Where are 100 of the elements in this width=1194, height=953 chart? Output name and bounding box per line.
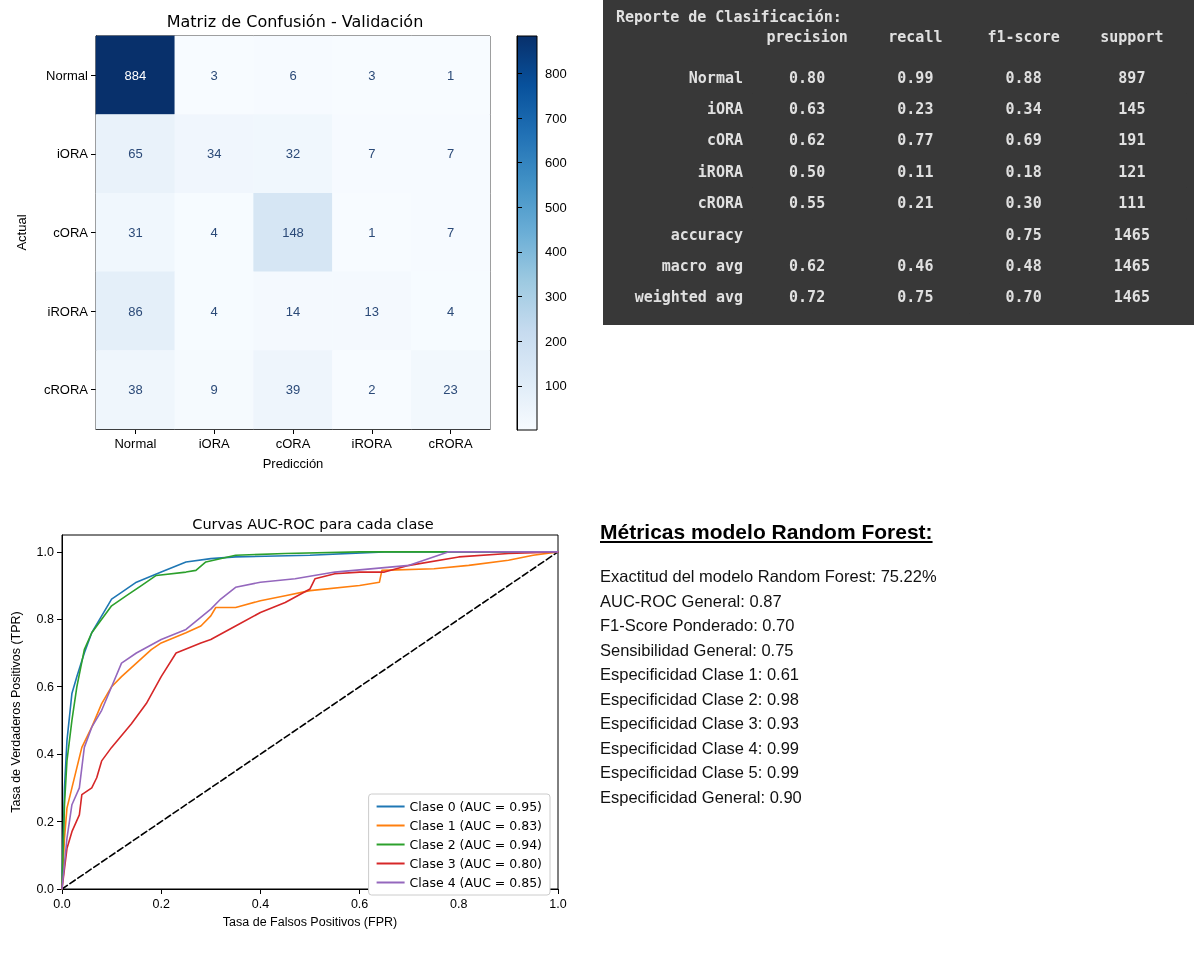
data-label: 3 [368,67,376,83]
data-label: 7 [446,225,455,240]
text: Especificidad General: 0.90 [600,786,803,808]
data-label: 1 [446,67,455,83]
text: Especificidad Clase 1: 0.61 [600,664,801,685]
data-label: 13 [364,303,380,319]
data-label: 0.72 [789,288,826,307]
data-label: 2 [368,382,376,398]
data-label: 0.48 [1005,256,1042,275]
y-tick-label: iRORA [47,303,89,319]
y-tick-label: cORA [706,131,743,150]
x-axis-title: Predicción [262,456,324,471]
data-label: 0.63 [789,100,826,119]
x-tick-label: cRORA [428,436,473,451]
text: Sensibilidad General: 0.75 [600,639,795,661]
y-tick-label: macro avg [661,256,743,275]
data-label: 4 [210,225,218,240]
data-label: 34 [206,146,222,162]
data-label: 148 [282,225,304,240]
y-tick-label: Normal [688,68,743,87]
data-label: 0.55 [789,194,826,213]
data-label: 0.23 [897,100,934,119]
data-label: 23 [443,382,458,398]
x-tick-label: iRORA [351,436,393,451]
data-label: 0.99 [897,68,934,87]
x-axis-title: Tasa de Falsos Positivos (FPR) [222,914,398,929]
data-label: 14 [285,303,301,319]
chart-title: Matriz de Confusión - Validación [166,11,424,31]
data-label: 0.80 [789,68,826,87]
data-label: 0.75 [1005,225,1042,244]
text: Métricas modelo Random Forest: [600,520,934,544]
data-label: 0.50 [789,162,826,181]
x-tick-label: 0.6 [350,896,369,911]
y-tick-label: 0.2 [36,814,55,829]
x-tick-label: 0.2 [152,896,170,911]
data-label: 0.88 [1005,68,1042,87]
data-label: 0.69 [1005,131,1042,150]
data-label: 65 [128,146,143,162]
y-tick-label: iORA [706,100,743,119]
legend-label: Clase 4 (AUC = 0.85) [409,875,543,890]
data-label: 9 [210,382,218,398]
legend-label: Clase 3 (AUC = 0.80) [409,856,543,871]
color-bar-label: 600 [545,155,567,171]
y-tick-label: cRORA [43,382,89,398]
y-tick-label: iRORA [697,162,743,181]
data-label: 4 [210,303,218,319]
data-label: 32 [285,146,301,162]
data-label: 0.75 [897,288,934,307]
y-tick-label: 0.0 [36,882,55,896]
y-tick-label: weighted avg [634,288,743,307]
data-label: 0.77 [897,131,934,150]
data-label: 0.30 [1005,194,1042,213]
color-bar-label: 500 [545,199,567,215]
data-label: 145 [1118,100,1146,119]
data-label: 4 [446,303,455,319]
y-tick-label: 0.8 [36,612,55,627]
y-tick-label: 0.4 [36,747,55,762]
chart-title: Reporte de Clasificación: [616,7,842,26]
y-axis-title: Actual [14,214,29,251]
data-label: 0.62 [789,256,826,275]
data-label: 38 [128,382,143,398]
data-label: 897 [1118,68,1146,87]
x-tick-label: 1.0 [549,896,567,911]
text: Exactitud del modelo Random Forest: 75.22% [600,566,938,587]
y-tick-label: iORA [56,146,89,162]
data-label: 0.18 [1005,162,1042,181]
x-tick-label: cORA [275,436,311,451]
x-tick-label: support [1100,27,1164,46]
text: Especificidad Clase 4: 0.99 [600,737,801,759]
y-tick-label: 1.0 [36,544,55,559]
chart-title: Curvas AUC-ROC para cada clase [192,515,434,532]
legend-label: Clase 2 (AUC = 0.94) [409,837,543,852]
x-tick-label: precision [766,27,848,46]
x-tick-label: 0.8 [450,896,468,911]
data-label: 1465 [1113,256,1150,275]
color-bar-label: 800 [545,65,567,81]
data-label: 39 [285,382,301,398]
color-bar-label: 400 [545,244,567,260]
y-tick-label: accuracy [670,225,743,244]
data-label: 7 [446,146,455,162]
data-label: 884 [124,67,147,83]
text: F1-Score Ponderado: 0.70 [600,615,796,636]
x-tick-label: f1-score [987,27,1060,46]
data-label: 86 [128,303,143,319]
data-label: 121 [1118,162,1146,181]
x-tick-label: iORA [198,436,231,451]
data-label: 1 [368,225,376,240]
text: Especificidad Clase 5: 0.99 [600,762,801,783]
text: Especificidad Clase 3: 0.93 [600,713,801,734]
x-tick-label: 0.4 [251,896,270,911]
y-tick-label: cRORA [697,194,743,213]
color-bar-label: 700 [545,110,567,126]
x-tick-label: Normal [114,436,157,451]
data-label: 0.62 [789,131,826,150]
text: Especificidad Clase 2: 0.98 [600,688,801,710]
data-label: 191 [1118,131,1146,150]
data-label: 7 [368,146,376,162]
legend-label: Clase 0 (AUC = 0.95) [409,799,543,814]
data-label: 0.11 [897,162,934,181]
y-tick-label: cORA [53,225,89,240]
